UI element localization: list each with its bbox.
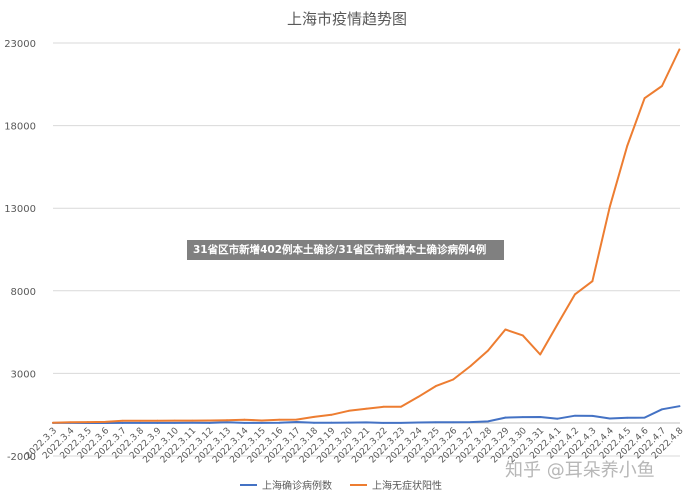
data-point — [69, 421, 72, 424]
data-point — [504, 416, 507, 419]
data-point — [678, 405, 681, 408]
data-point — [556, 417, 559, 420]
data-point — [191, 419, 194, 422]
data-point — [330, 421, 333, 424]
data-point — [452, 421, 455, 424]
data-point — [278, 418, 281, 421]
series-lines — [52, 48, 681, 424]
data-point — [521, 416, 524, 418]
y-axis-ticks: 23000 18000 13000 8000 3000 -2000 — [4, 39, 36, 463]
data-point — [434, 385, 437, 388]
data-point — [469, 365, 472, 367]
data-point — [121, 422, 124, 424]
data-point — [643, 97, 646, 100]
data-point — [330, 413, 333, 416]
data-point — [156, 419, 159, 422]
data-point — [139, 419, 141, 422]
data-point — [295, 418, 298, 421]
legend-label: 上海无症状阳性 — [372, 479, 442, 492]
data-point — [487, 349, 489, 352]
y-tick-label: 18000 — [4, 122, 36, 133]
x-axis-ticks: 2022.3.32022.3.42022.3.52022.3.62022.3.7… — [24, 426, 686, 466]
data-point — [104, 421, 107, 423]
y-tick-label: -2000 — [7, 452, 36, 463]
data-point — [417, 395, 420, 398]
data-point — [487, 420, 489, 423]
y-tick-label: 8000 — [11, 287, 36, 298]
data-point — [260, 419, 263, 422]
data-point — [452, 378, 455, 381]
data-point — [643, 416, 646, 419]
data-point — [400, 405, 402, 408]
data-point — [382, 405, 385, 408]
data-point — [260, 421, 263, 424]
data-point — [243, 418, 246, 421]
data-point — [591, 280, 594, 283]
grid-lines — [53, 42, 680, 457]
y-tick-label: 23000 — [4, 39, 36, 50]
data-point — [434, 421, 437, 424]
data-point — [521, 334, 524, 337]
data-point — [313, 421, 315, 424]
data-point — [52, 421, 54, 424]
news-overlay-banner: 31省区市新增402例本土确诊/31省区市新增本土确诊病例4例 — [187, 240, 504, 260]
data-point — [400, 421, 402, 424]
data-point — [661, 408, 663, 411]
zhihu-watermark: 知乎 @耳朵养小鱼 — [505, 460, 655, 481]
data-point — [226, 419, 228, 422]
data-point — [469, 421, 472, 424]
legend: 上海确诊病例数 上海无症状阳性 — [240, 479, 442, 492]
chart-title: 上海市疫情趋势图 — [287, 10, 407, 28]
data-point — [574, 414, 576, 417]
data-point — [678, 48, 681, 51]
data-point — [608, 417, 611, 420]
data-point — [295, 421, 298, 423]
data-point — [347, 409, 350, 412]
data-point — [156, 422, 159, 424]
data-point — [86, 421, 89, 423]
data-point — [139, 422, 141, 424]
data-point — [208, 422, 211, 424]
data-point — [556, 323, 559, 326]
data-point — [226, 421, 228, 424]
data-point — [173, 421, 176, 424]
data-point — [661, 85, 663, 87]
legend-label: 上海确诊病例数 — [262, 479, 332, 492]
data-point — [417, 421, 420, 424]
data-point — [278, 421, 281, 424]
data-point — [243, 421, 246, 424]
data-point — [365, 407, 368, 410]
data-point — [208, 419, 211, 422]
data-point — [539, 353, 542, 356]
data-point — [365, 421, 368, 424]
data-point — [591, 415, 594, 417]
data-point — [313, 416, 315, 418]
data-point — [173, 419, 176, 422]
series-line-1 — [52, 48, 681, 424]
data-point — [626, 416, 629, 419]
data-point — [504, 328, 507, 331]
data-point — [347, 421, 350, 424]
data-point — [626, 145, 629, 147]
data-point — [574, 293, 576, 296]
y-tick-label: 13000 — [4, 204, 36, 215]
data-point — [191, 421, 194, 424]
data-point — [539, 416, 542, 418]
y-tick-label: 3000 — [11, 369, 36, 380]
data-point — [608, 205, 611, 208]
data-point — [121, 419, 124, 422]
data-point — [382, 421, 385, 424]
